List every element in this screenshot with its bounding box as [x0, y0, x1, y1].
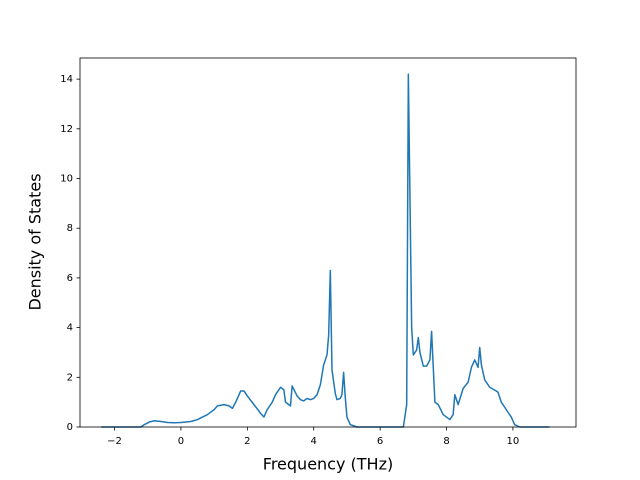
- y-tick-label: 10: [60, 174, 73, 185]
- y-tick-label: 14: [60, 74, 73, 85]
- x-tick-label: 4: [311, 436, 317, 447]
- y-tick-label: 4: [67, 323, 73, 334]
- x-axis-label: Frequency (THz): [263, 455, 393, 474]
- y-axis-label: Density of States: [26, 173, 45, 310]
- x-tick-label: 6: [377, 436, 383, 447]
- y-tick-label: 0: [67, 422, 73, 433]
- x-tick-label: 0: [178, 436, 184, 447]
- x-tick-label: 2: [244, 436, 250, 447]
- x-tick-label: −2: [107, 436, 122, 447]
- line-series: [101, 73, 550, 428]
- y-tick-label: 6: [67, 273, 73, 284]
- x-tick-label: 8: [443, 436, 449, 447]
- y-tick-label: 12: [60, 124, 73, 135]
- plot-frame: [79, 57, 577, 428]
- x-tick-label: 10: [507, 436, 520, 447]
- y-tick-label: 8: [67, 223, 73, 234]
- y-tick-label: 2: [67, 372, 73, 383]
